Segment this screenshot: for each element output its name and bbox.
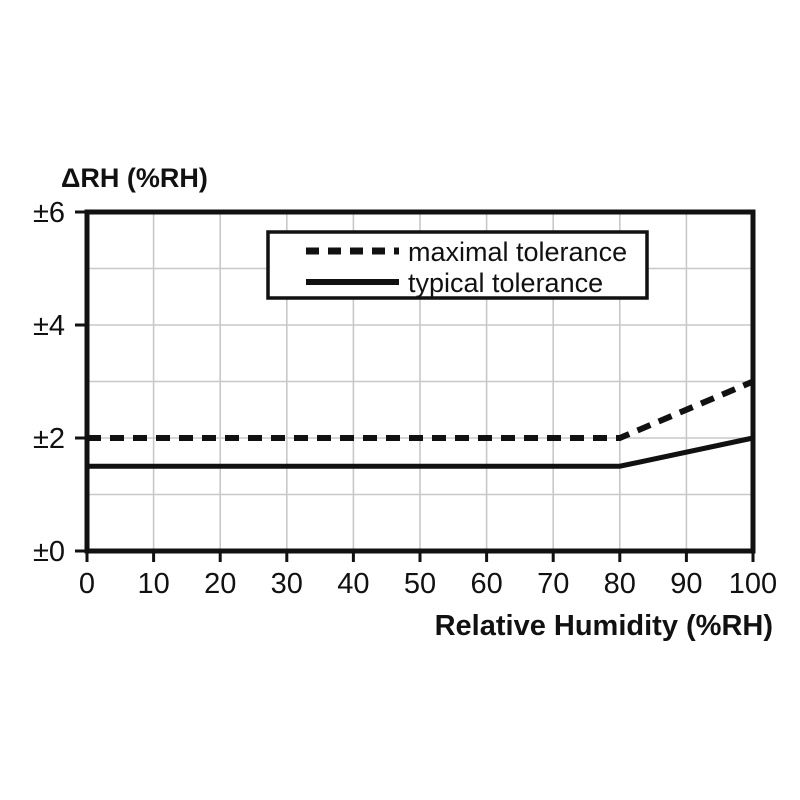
x-tick-label: 100 [729, 568, 777, 600]
legend-box [266, 230, 649, 300]
legend-label-typical-tolerance: typical tolerance [408, 268, 603, 298]
x-tick-label: 60 [470, 568, 502, 600]
series-line-maximal-tolerance [87, 378, 755, 441]
y-tick-label: ±4 [33, 310, 65, 342]
x-tick-label: 40 [337, 568, 369, 600]
y-tick-label: ±0 [33, 536, 65, 568]
x-axis-label: Relative Humidity (%RH) [434, 610, 773, 642]
series-line-typical-tolerance [87, 435, 754, 469]
x-tick-label: 10 [137, 568, 169, 600]
legend-label-maximal-tolerance: maximal tolerance [408, 237, 627, 267]
x-tick-label: 30 [271, 568, 303, 600]
x-tick-label: 70 [537, 568, 569, 600]
x-tick-label: 0 [79, 568, 95, 600]
x-tick-label: 90 [670, 568, 702, 600]
y-axis-title: ΔRH (%RH) [61, 163, 208, 193]
y-tick-label: ±6 [33, 197, 65, 229]
y-tick-label: ±2 [33, 423, 65, 455]
x-tick-label: 80 [604, 568, 636, 600]
x-tick-label: 20 [204, 568, 236, 600]
x-tick-label: 50 [404, 568, 436, 600]
